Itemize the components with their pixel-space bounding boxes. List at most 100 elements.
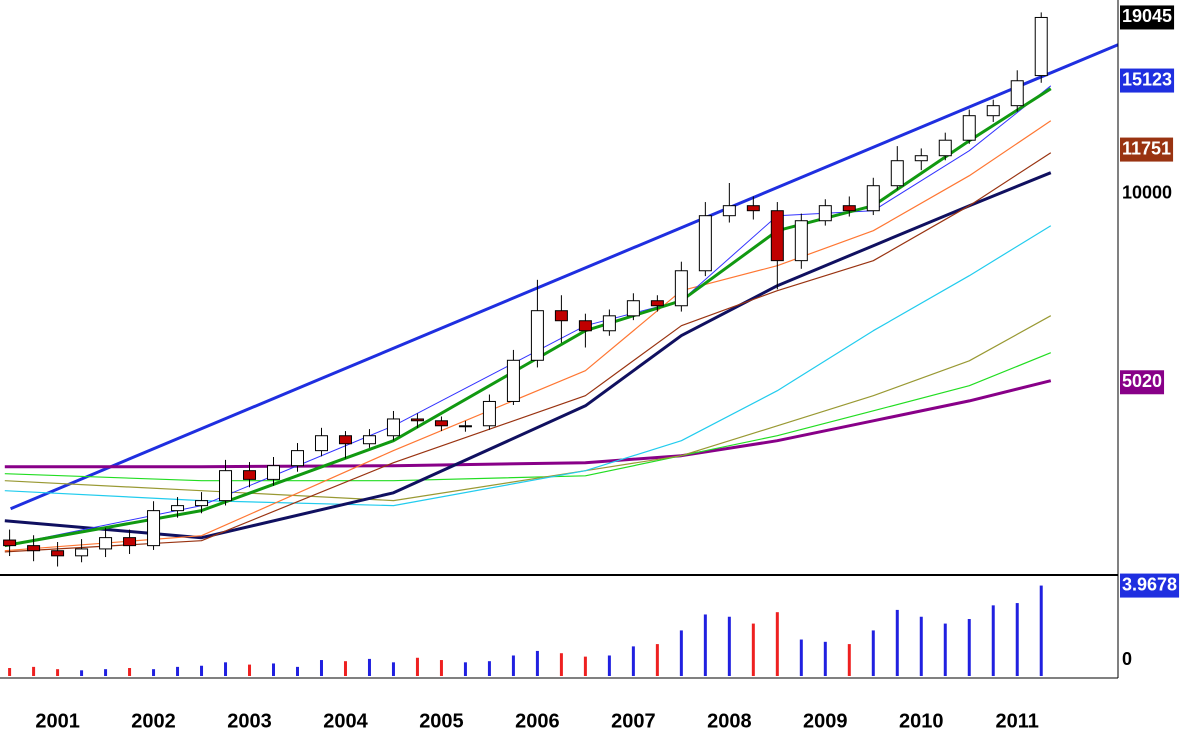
value-label-box <box>1120 573 1180 598</box>
candle-body <box>962 115 976 141</box>
volume-bar <box>607 655 611 676</box>
candle-body <box>27 545 41 552</box>
candle-body <box>482 400 496 427</box>
candle-body <box>171 505 185 512</box>
volume-bar <box>559 653 563 676</box>
candle-body <box>890 160 904 187</box>
volume-bar <box>463 662 467 676</box>
candle-body <box>650 300 664 307</box>
volume-bar <box>895 609 899 676</box>
x-tick-label: 2008 <box>707 710 752 732</box>
overlay-line <box>4 171 1052 540</box>
volume-bar <box>919 616 923 676</box>
volume-bar <box>631 646 635 676</box>
value-label: 11751 <box>1122 138 1171 158</box>
candle-body <box>554 310 568 322</box>
x-tick-label: 2004 <box>323 710 368 732</box>
x-tick-label: 2001 <box>35 710 80 732</box>
candle-body <box>267 465 281 480</box>
candle-body <box>578 320 592 332</box>
volume-bar <box>104 669 108 676</box>
volume-bar <box>535 650 539 676</box>
volume-bar <box>176 666 180 676</box>
candle-body <box>123 537 137 547</box>
volume-bar <box>511 655 515 676</box>
candle-body <box>866 185 880 212</box>
volume-bar <box>823 641 827 676</box>
volume-bar <box>655 644 659 676</box>
candle-body <box>506 359 520 402</box>
volume-bar <box>200 665 204 676</box>
candle-body <box>794 220 808 262</box>
candle-body <box>626 300 640 317</box>
volume-bar <box>224 662 228 676</box>
value-label-box <box>1120 370 1165 395</box>
volume-bar <box>415 657 419 676</box>
candle-body <box>195 500 209 507</box>
volume-bar <box>727 616 731 676</box>
candle-body <box>147 510 161 547</box>
candle-body <box>698 215 712 272</box>
x-tick-label: 2005 <box>419 710 464 732</box>
candle-body <box>362 435 376 445</box>
volume-bar <box>128 668 132 676</box>
overlay-line <box>4 225 1052 507</box>
volume-bar <box>1039 585 1043 676</box>
x-tick-label: 2007 <box>611 710 656 732</box>
candle-body <box>674 270 688 307</box>
value-label: 15123 <box>1122 69 1172 89</box>
volume-bar <box>343 661 347 676</box>
volume-bar <box>367 658 371 676</box>
volume-bar <box>775 612 779 676</box>
value-label: 5020 <box>1122 371 1162 391</box>
x-tick-label: 2003 <box>227 710 272 732</box>
candle-body <box>530 310 544 361</box>
candle-body <box>914 155 928 162</box>
candle-body <box>99 537 113 550</box>
candle-body <box>722 205 736 217</box>
candle-body <box>290 450 304 467</box>
overlay-line <box>4 315 1052 502</box>
candle-body <box>75 548 89 557</box>
volume-bar <box>583 656 587 676</box>
candle-body <box>314 435 328 452</box>
candle-body <box>51 550 65 557</box>
candle-body <box>458 425 472 428</box>
volume-bar <box>487 661 491 676</box>
volume-bar <box>871 630 875 676</box>
volume-bar <box>272 663 276 676</box>
candle-body <box>602 315 616 332</box>
value-label: 3.9678 <box>1122 574 1177 594</box>
candle-body <box>986 105 1000 117</box>
candle-body <box>842 205 856 212</box>
value-label: 0 <box>1122 649 1132 669</box>
value-label: 10000 <box>1122 182 1172 202</box>
volume-bar <box>943 623 947 676</box>
x-tick-label: 2006 <box>515 710 560 732</box>
volume-bar <box>152 669 156 676</box>
candle-body <box>243 470 257 480</box>
volume-bar <box>439 660 443 676</box>
candle-body <box>938 139 952 157</box>
volume-bar <box>295 666 299 676</box>
candle-body <box>818 205 832 222</box>
x-tick-label: 2002 <box>131 710 176 732</box>
candle-body <box>410 418 424 422</box>
candle-body <box>219 470 233 502</box>
value-label-box <box>1120 137 1174 162</box>
x-tick-label: 2011 <box>996 710 1039 732</box>
volume-bar <box>1015 603 1019 676</box>
volume-bar <box>703 614 707 676</box>
candle-body <box>434 420 448 427</box>
candle-body <box>1010 80 1024 107</box>
volume-bar <box>799 639 803 676</box>
volume-bar <box>991 605 995 676</box>
volume-bar <box>319 660 323 676</box>
x-tick-label: 2009 <box>803 710 848 732</box>
value-label-box <box>1120 68 1175 93</box>
volume-bar <box>8 668 12 676</box>
volume-bar <box>56 669 60 676</box>
volume-bar <box>32 666 36 676</box>
